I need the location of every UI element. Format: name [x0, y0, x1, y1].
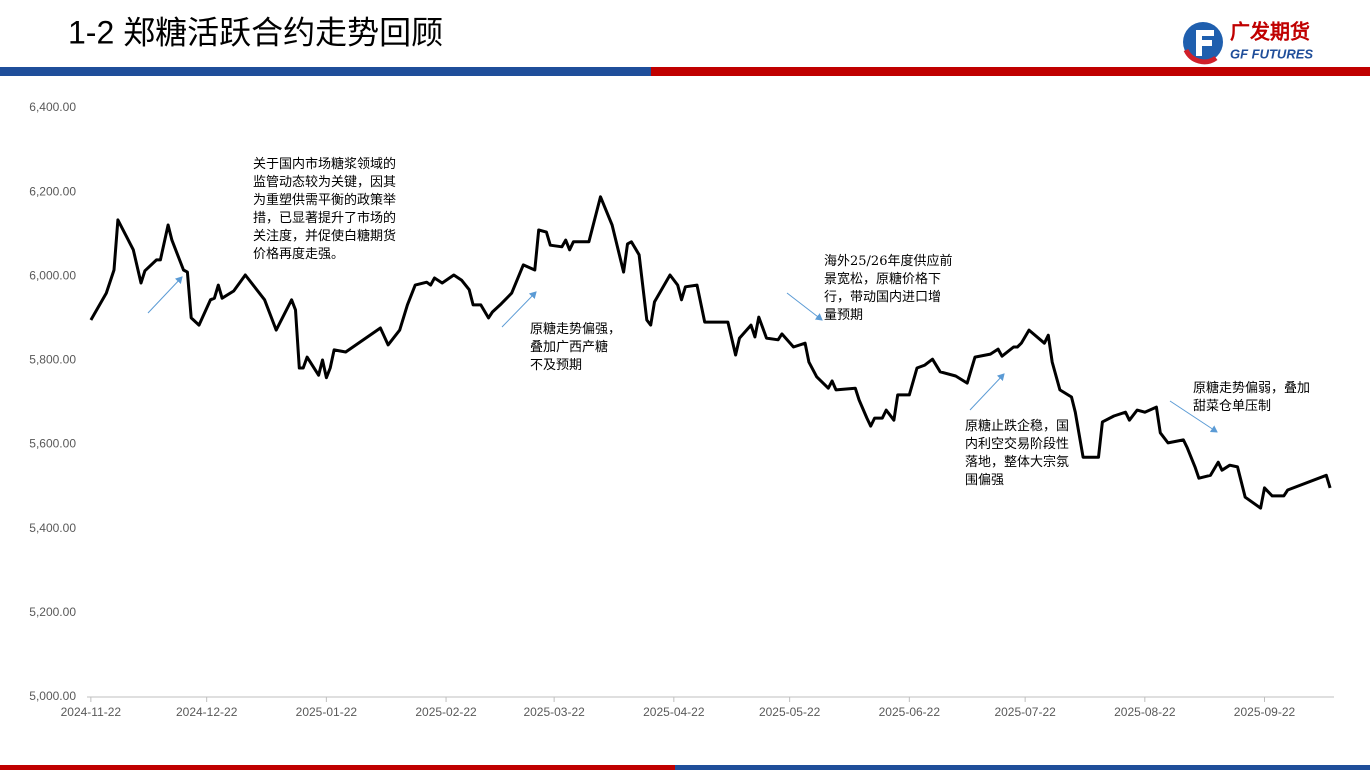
header-bar-blue	[0, 67, 651, 76]
annotation-line: 景宽松，原糖价格下	[824, 271, 941, 287]
x-tick-label: 2025-03-22	[523, 705, 585, 719]
arrow	[147, 276, 183, 314]
x-tick-label: 2024-11-22	[61, 705, 122, 719]
arrow	[786, 292, 823, 321]
y-tick-label: 5,200.00	[29, 605, 76, 619]
arrow	[969, 373, 1005, 411]
logo-en: GF FUTURES	[1230, 46, 1313, 61]
y-tick-label: 6,400.00	[29, 100, 76, 114]
annotation-line: 甜菜仓单压制	[1193, 398, 1271, 414]
header-bar-red	[651, 67, 1370, 76]
annotation-line: 价格再度走强。	[253, 246, 344, 262]
annotation-line: 措，已显著提升了市场的	[253, 210, 396, 226]
logo-glyph	[1196, 30, 1214, 56]
x-tick-label: 2025-08-22	[1114, 705, 1176, 719]
arrow	[1169, 400, 1218, 433]
annotation-line: 为重塑供需平衡的政策举	[253, 192, 396, 208]
logo-swoosh	[1183, 48, 1218, 65]
annotation-line: 海外25/26年度供应前	[824, 253, 952, 269]
footer-bar-red	[0, 765, 675, 770]
annotation-line: 量预期	[824, 308, 863, 323]
annotation-line: 围偏强	[965, 473, 1004, 488]
x-tick-label: 2025-04-22	[643, 705, 705, 719]
x-tick-label: 2025-02-22	[415, 705, 477, 719]
x-tick-label: 2025-09-22	[1234, 705, 1296, 719]
x-tick-label: 2025-01-22	[296, 705, 358, 719]
annotation-line: 叠加广西产糖	[530, 339, 608, 355]
annotation-line: 监管动态较为关键，因其	[253, 175, 396, 190]
annotation-line: 原糖走势偏强，	[530, 321, 621, 337]
y-tick-label: 5,400.00	[29, 521, 76, 535]
x-tick-label: 2025-05-22	[759, 705, 821, 719]
annotation-line: 关于国内市场糖浆领域的	[253, 156, 396, 172]
y-tick-label: 6,200.00	[29, 184, 76, 198]
y-tick-label: 5,000.00	[29, 689, 76, 703]
x-tick-label: 2025-06-22	[879, 705, 941, 719]
arrows	[147, 276, 1218, 433]
y-tick-label: 5,600.00	[29, 437, 76, 451]
annotation-line: 不及预期	[530, 358, 582, 373]
slide-title: 1-2 郑糖活跃合约走势回顾	[68, 14, 443, 50]
arrow	[501, 291, 537, 328]
annotation-line: 落地，整体大宗氛	[965, 454, 1069, 470]
logo-cn: 广发期货	[1230, 19, 1310, 43]
logo: 广发期货 GF FUTURES	[1183, 19, 1313, 65]
annotation-line: 关注度，并促使白糖期货	[253, 228, 396, 244]
x-tick-label: 2024-12-22	[176, 705, 238, 719]
footer-bar-blue	[675, 765, 1370, 770]
annotation-line: 行，带动国内进口增	[824, 289, 941, 305]
y-tick-label: 6,000.00	[29, 268, 76, 282]
y-tick-label: 5,800.00	[29, 353, 76, 367]
annotation-line: 原糖走势偏弱，叠加	[1193, 380, 1310, 396]
x-tick-label: 2025-07-22	[994, 705, 1056, 719]
annotation-line: 原糖止跌企稳，国	[965, 418, 1069, 434]
price-line	[89, 195, 1332, 510]
annotation-line: 内利空交易阶段性	[965, 436, 1069, 452]
